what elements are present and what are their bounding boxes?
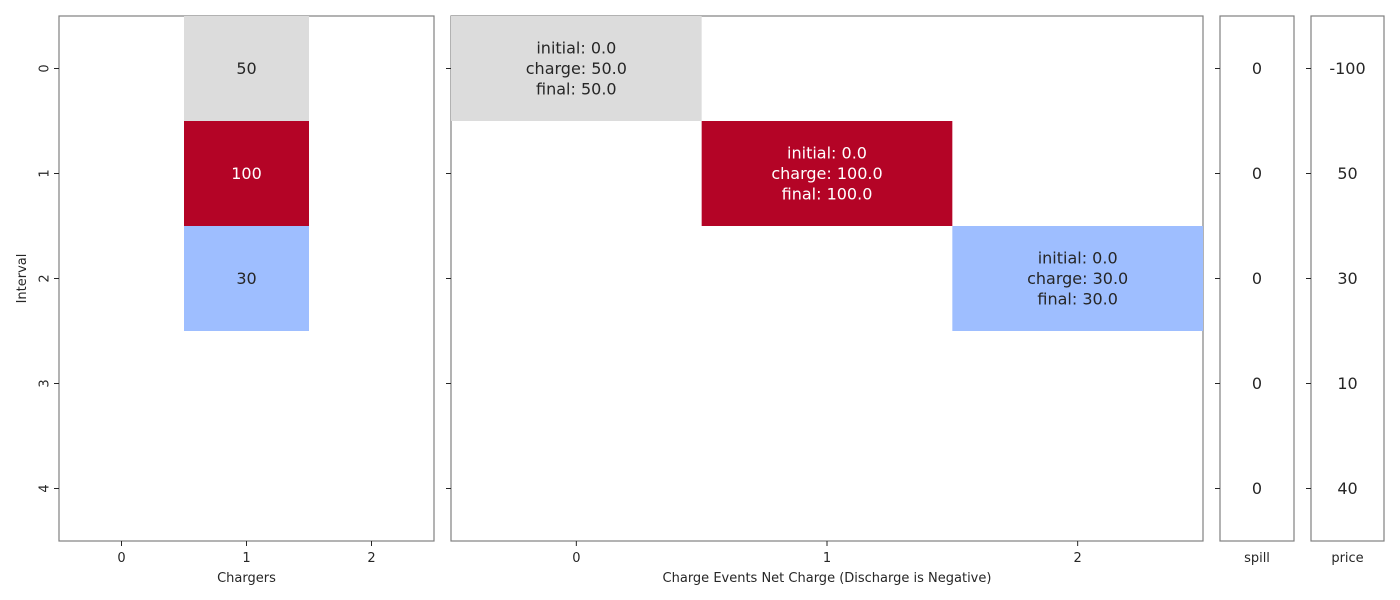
x-tick-label: 0 (572, 551, 580, 566)
cell-annotation-line: initial: 0.0 (1038, 249, 1118, 268)
chargers-heatmap-panel: 50 100 30 0 1 2 0 1 2 3 4 Chargers Interval (15, 15, 435, 586)
cell-value-label: 50 (236, 59, 256, 78)
x-tick-label: 1 (242, 551, 250, 566)
table-value-label: 30 (1337, 269, 1357, 288)
heatmap-cell (952, 226, 1203, 331)
cell-annotation-line: charge: 100.0 (771, 164, 882, 183)
table-value-label: 0 (1252, 59, 1262, 78)
table-value-label: 40 (1337, 479, 1357, 498)
y-tick-label: 1 (38, 169, 53, 177)
x-tick-label: 2 (367, 551, 375, 566)
spill-x-axis-label: spill (1244, 551, 1270, 566)
heatmap-cell (701, 121, 953, 226)
cell-annotation-line: charge: 30.0 (1027, 269, 1128, 288)
table-value-label: 0 (1252, 479, 1262, 498)
cell-value-label: 100 (231, 164, 262, 183)
table-value-label: 50 (1337, 164, 1357, 183)
price-panel-frame (1310, 15, 1385, 542)
cell-annotation-line: initial: 0.0 (787, 144, 867, 163)
y-tick-label: 4 (38, 484, 53, 492)
chargers-x-axis-label: Chargers (217, 571, 276, 586)
cell-annotation-line: final: 100.0 (782, 185, 873, 204)
price-x-axis-label: price (1331, 551, 1363, 566)
x-tick-label: 0 (117, 551, 125, 566)
heatmap-cell (184, 226, 309, 331)
charge-events-x-axis-label: Charge Events Net Charge (Discharge is N… (663, 571, 992, 586)
cell-value-label: 30 (236, 269, 256, 288)
table-value-label: 0 (1252, 269, 1262, 288)
spill-panel: 0 0 0 0 0 spill (1215, 15, 1295, 566)
y-tick-label: 3 (38, 379, 53, 387)
table-value-label: 0 (1252, 164, 1262, 183)
cell-annotation-line: final: 30.0 (1037, 290, 1118, 309)
price-panel: -100 50 30 10 40 price (1306, 15, 1385, 566)
cell-annotation-line: final: 50.0 (536, 80, 617, 99)
x-tick-label: 1 (823, 551, 831, 566)
cell-annotation-line: charge: 50.0 (526, 59, 627, 78)
x-tick-label: 2 (1074, 551, 1082, 566)
heatmap-cell (184, 16, 309, 121)
heatmap-cell (451, 16, 702, 121)
table-value-label: 0 (1252, 374, 1262, 393)
y-tick-label: 0 (38, 64, 53, 72)
table-value-label: 10 (1337, 374, 1357, 393)
spill-panel-frame (1219, 15, 1295, 542)
table-value-label: -100 (1329, 59, 1365, 78)
cell-annotation-line: initial: 0.0 (536, 39, 616, 58)
y-tick-label: 2 (38, 274, 53, 282)
heatmap-cell (184, 121, 309, 226)
interval-y-axis-label: Interval (15, 254, 30, 304)
